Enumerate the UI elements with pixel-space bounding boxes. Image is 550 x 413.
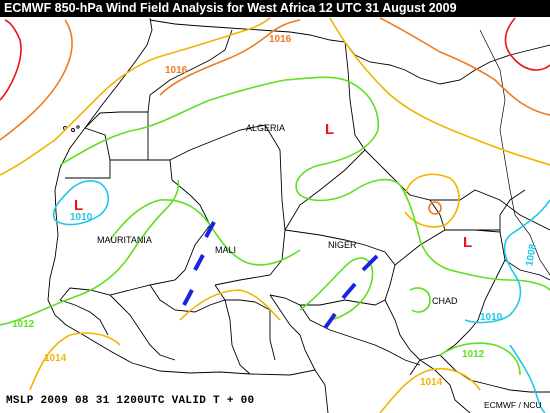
country-label-mali: MALI <box>215 245 236 255</box>
country-label-algeria: ALGERIA <box>246 123 285 133</box>
valid-time-label: MSLP 2009 08 31 1200UTC VALID T + 00 <box>6 395 255 407</box>
isobar-yellow-north <box>0 17 271 176</box>
isobar-green-west <box>0 179 180 326</box>
med-coastline <box>149 19 550 85</box>
isobar-cyan-east <box>464 199 550 324</box>
trough-segment <box>341 282 357 300</box>
isobar-yellow-loop <box>404 173 460 228</box>
border-west-africa <box>59 284 550 413</box>
border-mali-algeria <box>169 124 286 231</box>
isobar-label-1010-chad: 1010 <box>480 312 503 323</box>
border-sudan <box>499 189 550 281</box>
isobar-label-1008-east: 1008 <box>524 243 539 267</box>
low-marker-mauritania: L <box>74 197 83 214</box>
low-marker-chad: L <box>463 234 472 251</box>
isobar-green-south <box>439 342 521 376</box>
island <box>76 125 80 129</box>
isobar-label-1012-west: 1012 <box>12 319 35 330</box>
isobar-orange-west <box>0 19 73 141</box>
isobar-label-1014-southwest: 1014 <box>44 353 67 364</box>
isobar-green-algeria <box>295 79 550 291</box>
isobar-cyan-se <box>509 344 546 413</box>
isobar-label-1010-mauritania: 1010 <box>70 212 93 223</box>
country-label-chad: CHAD <box>432 296 458 306</box>
borders <box>47 17 550 413</box>
trough-segment <box>182 289 194 306</box>
nile <box>479 29 550 276</box>
isobar-yellow-south <box>29 332 121 391</box>
trough-segment <box>204 221 216 238</box>
isobar-orange-ring <box>428 201 442 215</box>
credit-label: ECMWF / NCU <box>484 400 542 410</box>
isobar-yellow-southcentral <box>179 289 281 321</box>
border-niger <box>214 229 396 306</box>
isobar-red-west <box>0 19 22 101</box>
isobar-label-1014-south: 1014 <box>420 377 443 388</box>
isobars <box>0 17 550 413</box>
isobar-yellow-se <box>379 368 481 413</box>
isobar-red-east <box>504 17 550 71</box>
coastline <box>47 17 329 413</box>
border-morocco <box>84 29 233 129</box>
map-title: ECMWF 850-hPa Wind Field Analysis for We… <box>0 0 550 17</box>
isobar-orange-east <box>379 17 550 116</box>
isobar-green-chad <box>409 287 431 313</box>
country-label-niger: NIGER <box>328 240 357 250</box>
isobar-label-1012-chad: 1012 <box>462 349 485 360</box>
isobar-label-1016-west: 1016 <box>165 65 188 76</box>
border-chad <box>394 229 506 376</box>
country-label-mauritania: MAURITANIA <box>97 235 152 245</box>
isobar-label-1016-north: 1016 <box>269 34 292 45</box>
trough-segment <box>361 254 379 272</box>
low-marker-algeria: L <box>325 121 334 138</box>
troughs <box>182 221 379 330</box>
isobar-orange-north <box>159 19 301 96</box>
isobar-green-niger <box>299 257 374 321</box>
isobar-green-north <box>59 76 346 166</box>
isobar-yellow-east <box>329 17 550 166</box>
isobar-green-mali <box>109 199 301 266</box>
trough-segment <box>323 312 337 330</box>
island <box>71 128 75 132</box>
isobar-cyan-mauritania <box>52 180 110 226</box>
trough-segment <box>193 254 205 271</box>
